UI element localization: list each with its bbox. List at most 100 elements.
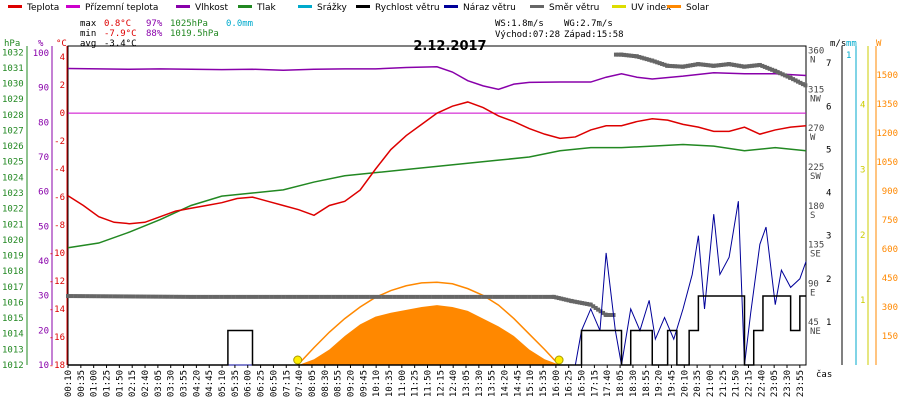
- wind-dir-point: [165, 294, 170, 299]
- hpa-tick-label: 1024: [2, 173, 24, 183]
- w-tick-label: 1200: [876, 129, 898, 139]
- pct-tick-label: 90: [38, 84, 49, 94]
- wind-dir-point: [427, 294, 432, 299]
- wind-dir-point: [765, 65, 770, 70]
- wind-dir-point: [644, 57, 649, 62]
- stat-ws: WS:1.8m/s: [495, 19, 544, 29]
- wind-dir-point: [739, 64, 744, 69]
- x-tick-label: 01:50: [115, 370, 125, 397]
- left-axes: hPa% °C 1012 1013 1014 1015 1016 1017 1018 1019 10…: [2, 39, 68, 371]
- wind-dir-point: [683, 64, 688, 69]
- x-tick-label: 11:00: [398, 370, 408, 397]
- wind-dir-point: [212, 294, 217, 299]
- hpa-tick-label: 1031: [2, 64, 24, 74]
- wind-dir-point: [369, 294, 374, 299]
- w-tick-label: 1050: [876, 158, 898, 168]
- wind-dir-point: [69, 294, 74, 299]
- wind-dir-point: [800, 82, 805, 87]
- temp-tick-label: -14: [49, 305, 65, 315]
- uv-tick-label: 4: [860, 101, 865, 111]
- wind-dir-point: [73, 294, 78, 299]
- temp-tick-label: -16: [49, 333, 65, 343]
- wind-dir-point: [446, 294, 451, 299]
- stat-min-press: 1019.5hPa: [170, 29, 219, 39]
- wind-dir-point: [338, 294, 343, 299]
- wind-dir-point: [577, 300, 582, 305]
- dir-tick-value: 135: [808, 241, 824, 251]
- ms-tick-label: 3: [826, 232, 831, 242]
- dir-tick-label: NE: [810, 327, 821, 337]
- wind-dir-point: [115, 294, 120, 299]
- x-tick-label: 00:10: [64, 370, 74, 397]
- wind-dir-point: [770, 67, 775, 72]
- wind-dir-point: [527, 294, 532, 299]
- temp-tick-label: -6: [54, 193, 65, 203]
- x-tick-label: 23:30: [783, 370, 793, 397]
- wind-dir-point: [566, 298, 571, 303]
- series-solar: [298, 305, 560, 365]
- wind-dir-point: [675, 64, 680, 69]
- stat-max-hum: 97%: [146, 19, 163, 29]
- wind-dir-point: [308, 294, 313, 299]
- wind-dir-point: [729, 62, 734, 67]
- dir-tick-label: S: [810, 211, 815, 221]
- wind-dir-point: [238, 294, 243, 299]
- wind-dir-point: [721, 62, 726, 67]
- stat-min-temp: -7.9°C: [104, 29, 137, 39]
- x-tick-label: 07:15: [282, 370, 292, 397]
- wind-dir-point: [554, 295, 559, 300]
- right-axes: 45NE90E135SE180S225SW270W315NW360Nm/s123…: [808, 39, 898, 365]
- pct-tick-label: 70: [38, 153, 49, 163]
- wind-dir-point: [400, 294, 405, 299]
- hpa-tick-label: 1030: [2, 80, 24, 90]
- legend-swatch: [8, 5, 22, 8]
- x-tick-label: 15:10: [526, 370, 536, 397]
- wind-dir-point: [538, 294, 543, 299]
- wind-dir-point: [123, 294, 128, 299]
- wind-dir-point: [634, 54, 639, 59]
- x-tick-label: 17:15: [590, 370, 600, 397]
- wind-dir-point: [803, 83, 808, 88]
- wind-dir-point: [706, 63, 711, 68]
- wind-dir-point: [515, 294, 520, 299]
- x-tick-label: 19:20: [655, 370, 665, 397]
- wind-dir-point: [519, 294, 524, 299]
- x-tick-label: 17:40: [603, 370, 613, 397]
- wind-dir-point: [591, 304, 596, 309]
- dir-tick-value: 270: [808, 124, 824, 134]
- series-wind-speed: [68, 295, 806, 366]
- wind-dir-point: [204, 294, 209, 299]
- dir-tick-label: SW: [810, 172, 821, 182]
- wind-dir-point: [408, 294, 413, 299]
- x-axis: 00:10 00:35 01:00 01:25 01:50 02:15 02:40 03:05…: [64, 365, 832, 397]
- x-tick-label: 21:50: [732, 370, 742, 397]
- legend-swatch: [612, 5, 626, 8]
- wind-dir-point: [315, 294, 320, 299]
- hpa-tick-label: 1013: [2, 345, 24, 355]
- wind-dir-point: [158, 294, 163, 299]
- wind-dir-point: [698, 62, 703, 67]
- wind-dir-point: [319, 294, 324, 299]
- wind-dir-point: [609, 312, 614, 317]
- pct-tick-label: 10: [38, 361, 49, 371]
- wind-dir-point: [269, 294, 274, 299]
- legend-swatch: [356, 5, 370, 8]
- wind-dir-point: [323, 294, 328, 299]
- x-tick-label: 11:25: [411, 370, 421, 397]
- x-tick-label: 13:55: [488, 370, 498, 397]
- x-tick-label: 13:30: [475, 370, 485, 397]
- dir-tick-value: 45: [808, 318, 819, 328]
- dir-tick-label: W: [810, 133, 816, 143]
- wind-dir-point: [767, 66, 772, 71]
- ms-tick-label: 6: [826, 102, 831, 112]
- wind-dir-point: [304, 294, 309, 299]
- x-tick-label: 15:35: [539, 370, 549, 397]
- temp-tick-label: -4: [54, 165, 65, 175]
- wind-dir-point: [703, 62, 708, 67]
- wind-dir-point: [273, 294, 278, 299]
- wind-dir-point: [575, 300, 580, 305]
- wind-dir-point: [655, 60, 660, 65]
- wind-dir-point: [192, 294, 197, 299]
- mm-unit: mm: [846, 39, 857, 49]
- x-tick-label: 03:30: [167, 370, 177, 397]
